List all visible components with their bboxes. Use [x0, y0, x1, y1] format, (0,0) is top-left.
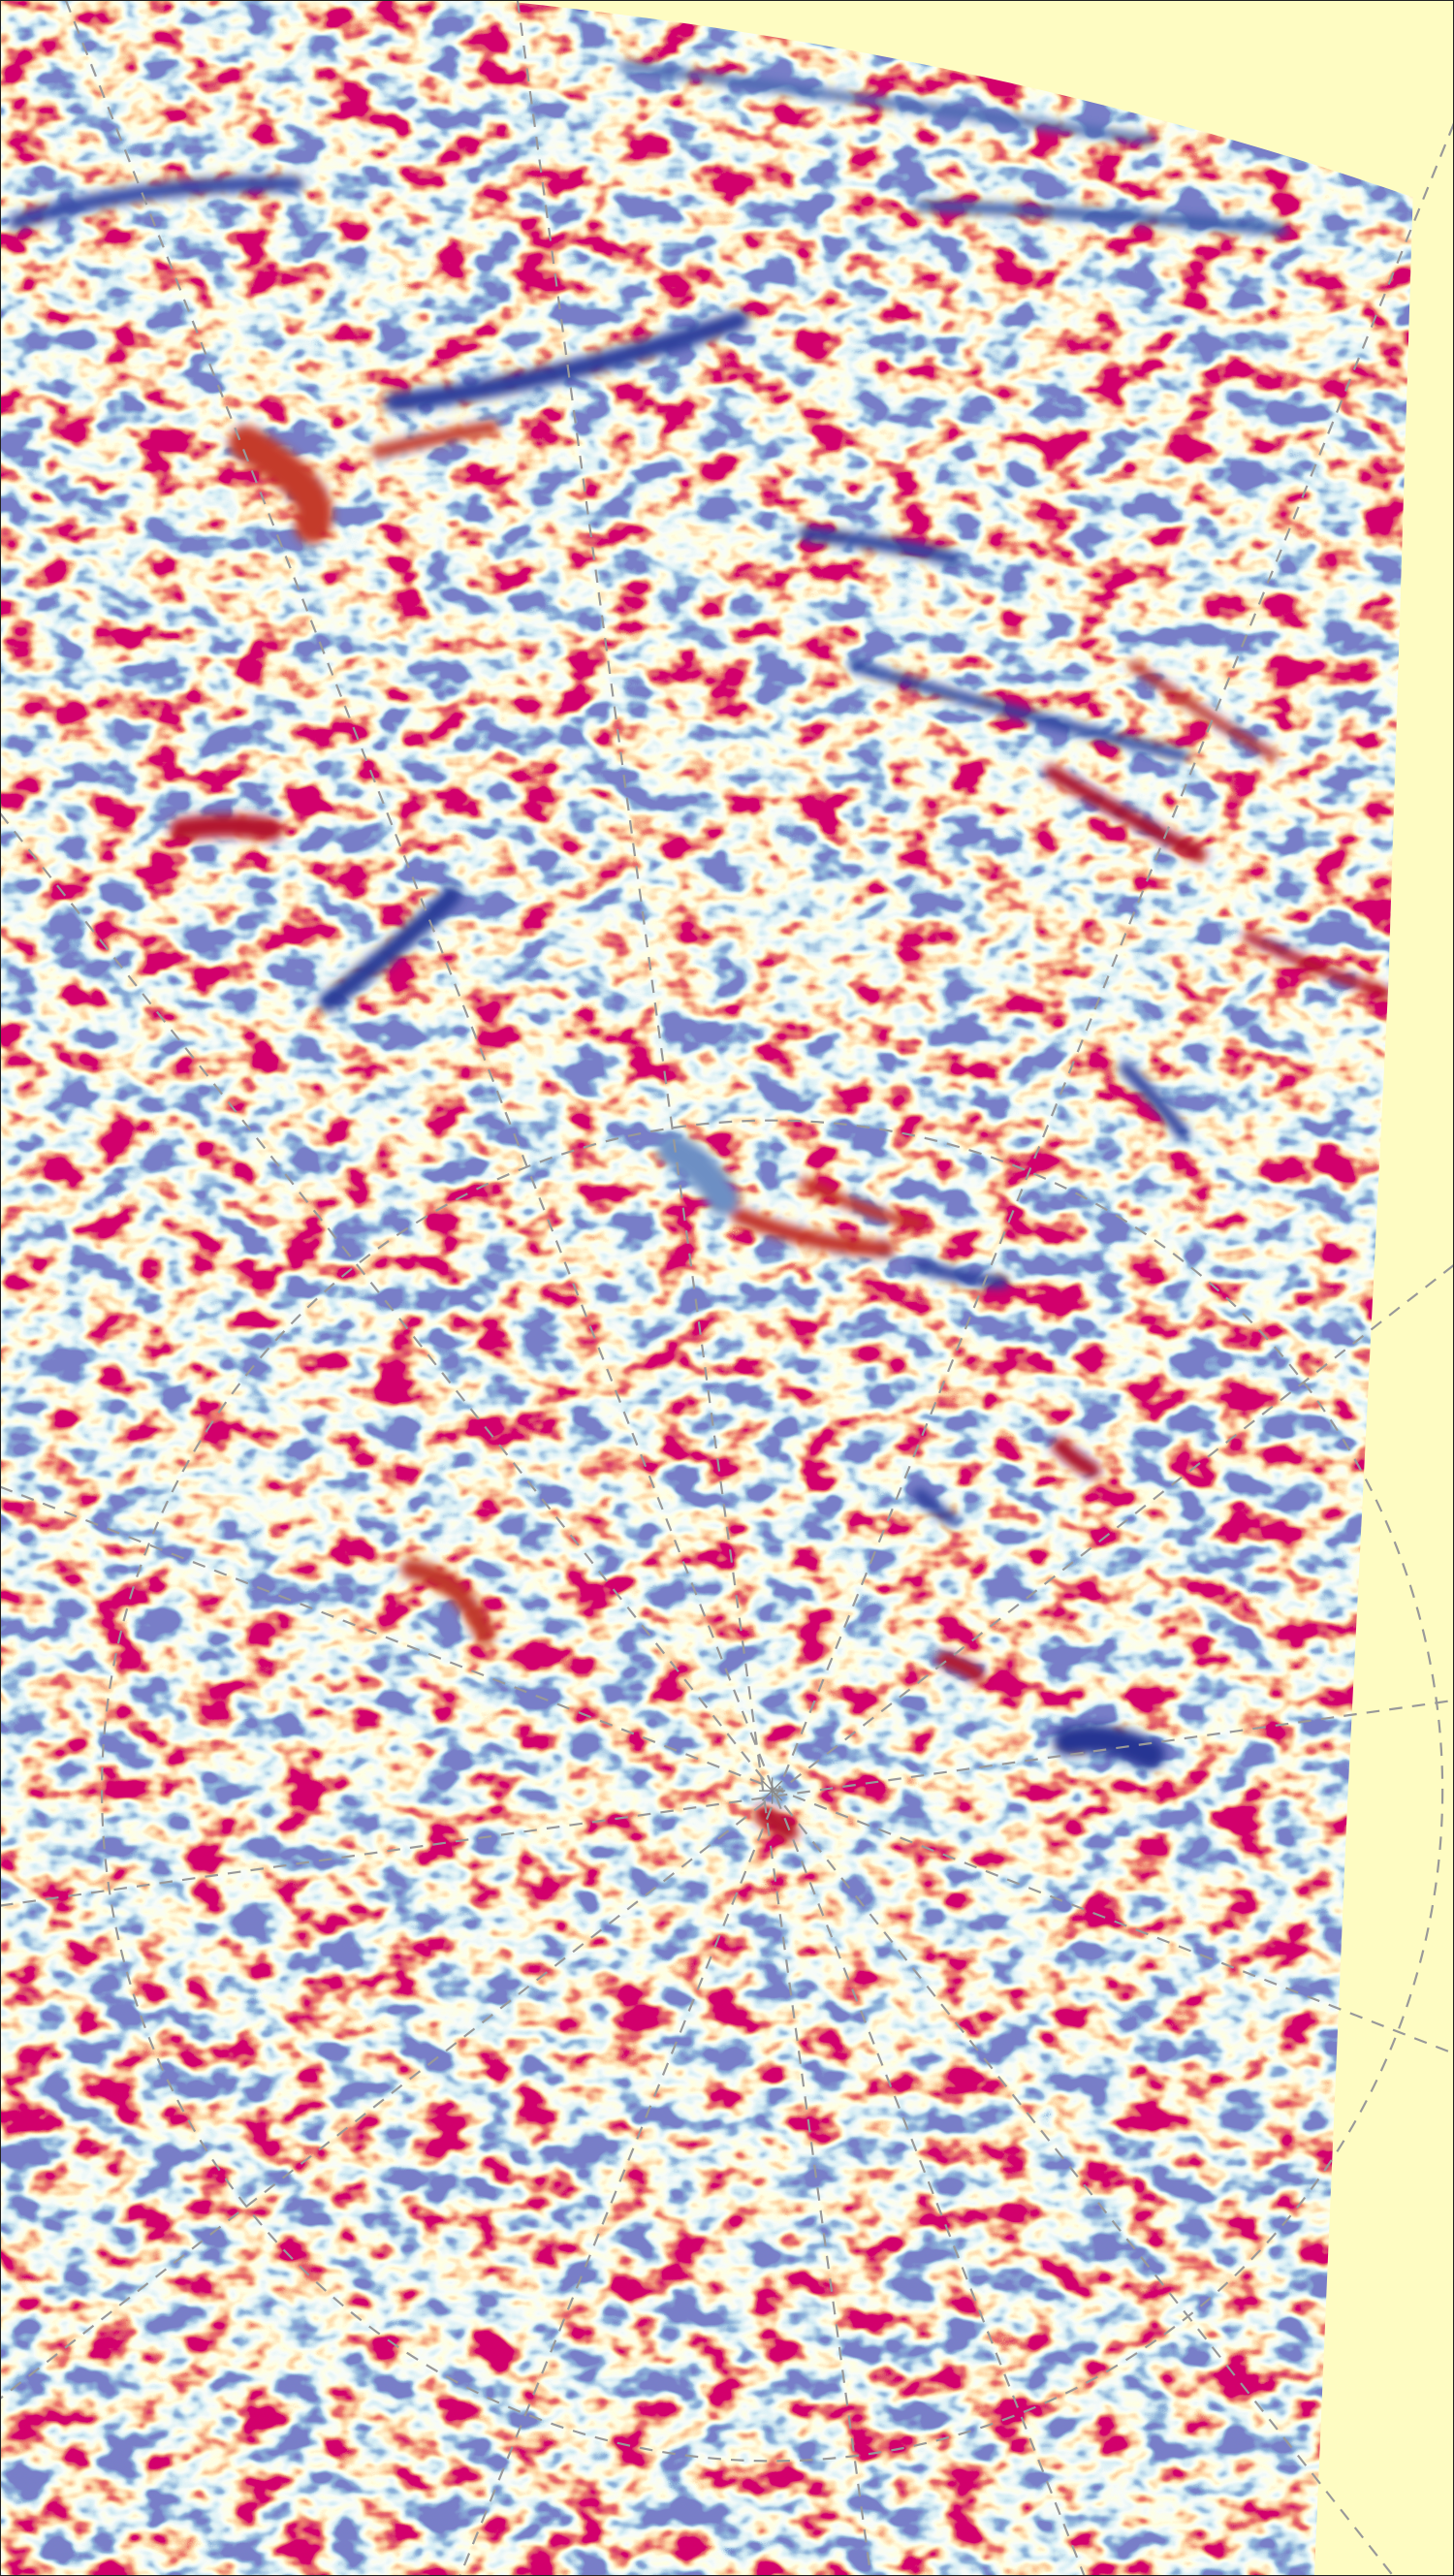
grid-radial-line	[64, 0, 1086, 2576]
grid-circle	[100, 1119, 1444, 2463]
grid-radial-line	[0, 1699, 1454, 1907]
grid-radial-line	[0, 812, 1395, 2576]
grid-radial-line	[458, 122, 1454, 2576]
grid-radial-line	[0, 1263, 1454, 2400]
feature-streaks	[8, 60, 1395, 1842]
grid-radial-line	[516, 0, 872, 2576]
grid-radial-line	[0, 1485, 1454, 2055]
center-marker	[759, 1777, 786, 1804]
